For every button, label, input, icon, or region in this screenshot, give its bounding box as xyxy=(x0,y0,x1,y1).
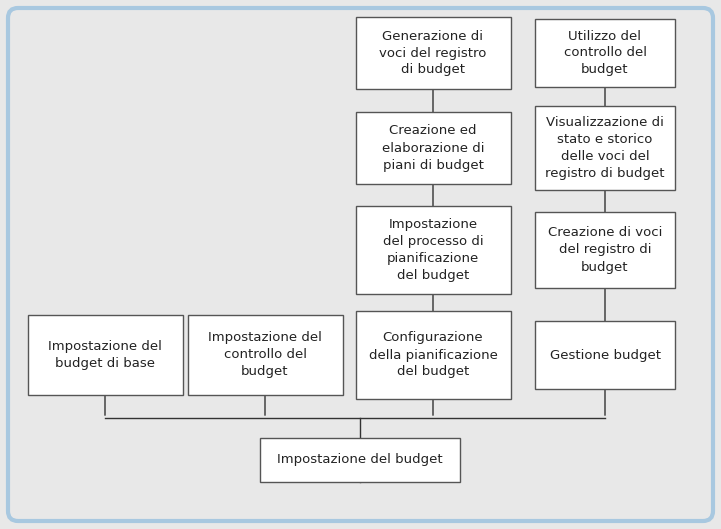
Bar xyxy=(355,206,510,294)
Bar xyxy=(535,19,675,87)
Text: Impostazione del
controllo del
budget: Impostazione del controllo del budget xyxy=(208,332,322,379)
Text: Visualizzazione di
stato e storico
delle voci del
registro di budget: Visualizzazione di stato e storico delle… xyxy=(545,116,665,180)
Text: Impostazione del budget: Impostazione del budget xyxy=(277,453,443,467)
Bar xyxy=(355,17,510,89)
Bar xyxy=(355,112,510,184)
Text: Gestione budget: Gestione budget xyxy=(549,349,660,361)
Bar xyxy=(27,315,182,395)
Bar xyxy=(535,106,675,190)
Bar xyxy=(187,315,342,395)
Bar xyxy=(355,311,510,399)
Bar xyxy=(535,212,675,288)
Text: Utilizzo del
controllo del
budget: Utilizzo del controllo del budget xyxy=(564,30,647,77)
Text: Impostazione del
budget di base: Impostazione del budget di base xyxy=(48,340,162,370)
Bar xyxy=(260,438,460,482)
Bar xyxy=(535,321,675,389)
Text: Impostazione
del processo di
pianificazione
del budget: Impostazione del processo di pianificazi… xyxy=(383,218,483,282)
Text: Generazione di
voci del registro
di budget: Generazione di voci del registro di budg… xyxy=(379,30,487,77)
Text: Creazione di voci
del registro di
budget: Creazione di voci del registro di budget xyxy=(548,226,662,273)
Text: Configurazione
della pianificazione
del budget: Configurazione della pianificazione del … xyxy=(368,332,497,379)
Text: Creazione ed
elaborazione di
piani di budget: Creazione ed elaborazione di piani di bu… xyxy=(381,124,485,171)
